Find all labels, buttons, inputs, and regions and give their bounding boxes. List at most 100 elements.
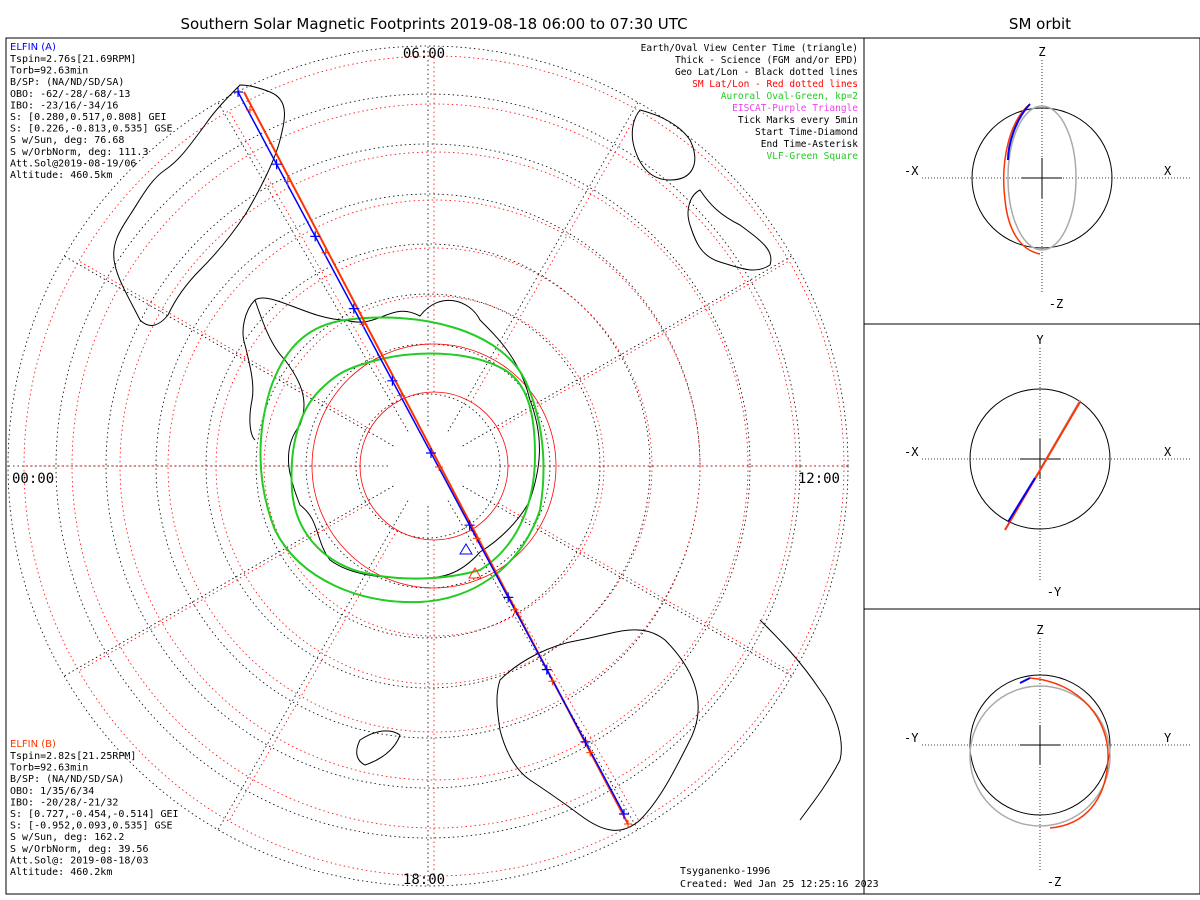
elfin-a-tick-mark xyxy=(464,520,475,531)
elfin-a-info: ELFIN (A) Tspin=2.76s[21.69RPM]Torb=92.6… xyxy=(10,42,173,181)
orbit-axis-label-top: Y xyxy=(1036,333,1044,347)
elfin-b-lines: Tspin=2.82s[21.25RPM]Torb=92.63minB/SP: … xyxy=(10,751,179,878)
info-line: Tspin=2.76s[21.69RPM] xyxy=(10,54,136,65)
info-line: S: [0.727,-0.454,-0.514] GEI xyxy=(10,809,179,820)
info-line: B/SP: (NA/ND/SD/SA) xyxy=(10,774,124,785)
info-line: Altitude: 460.2km xyxy=(10,867,112,878)
info-line: S: [0.280,0.517,0.808] GEI xyxy=(10,112,167,123)
info-line: B/SP: (NA/ND/SD/SA) xyxy=(10,77,124,88)
geo-latitude-circle xyxy=(7,45,849,887)
mlt-label-right: 12:00 xyxy=(798,471,840,487)
info-line: S w/OrbNorm, deg: 111.3 xyxy=(10,147,148,158)
info-line: Tspin=2.82s[21.25RPM] xyxy=(10,751,136,762)
orbit-elfin-b xyxy=(1002,103,1041,255)
legend-entry: Geo Lat/Lon - Black dotted lines xyxy=(675,67,858,78)
sm-longitude-line xyxy=(470,529,640,822)
orbit-elfin-a xyxy=(1019,677,1031,684)
info-line: Att.Sol@2019-08-19/06 xyxy=(10,158,136,169)
orbit-axis-label-left: -Y xyxy=(904,731,919,745)
elfin-b-info: ELFIN (B) Tspin=2.82s[21.25RPM]Torb=92.6… xyxy=(10,739,179,878)
info-line: S: [0.226,-0.813,0.535] GSE xyxy=(10,124,173,135)
legend-entry: SM Lat/Lon - Red dotted lines xyxy=(692,79,858,90)
info-line: S w/OrbNorm, deg: 39.56 xyxy=(10,844,148,855)
elfin-a-tick-mark xyxy=(541,664,552,675)
sm-latitude-circle xyxy=(167,199,701,733)
info-line: IBO: -23/16/-34/16 xyxy=(10,100,118,111)
sm-longitude-line xyxy=(78,260,371,430)
coastlines xyxy=(113,84,842,831)
sm-longitude-line xyxy=(470,110,640,403)
sm-latitude-circle xyxy=(311,343,557,589)
sm-latitude-circle xyxy=(215,247,653,685)
elfin-a-tick-mark xyxy=(580,736,591,747)
legend-entry: Thick - Science (FGM and/or EPD) xyxy=(675,55,858,66)
orbit-axis-label-top: Z xyxy=(1036,623,1043,637)
orbit-elfin-a xyxy=(1007,103,1031,161)
mlt-label-bottom: 18:00 xyxy=(403,872,445,888)
orbit-axis-label-right: X xyxy=(1164,164,1172,178)
elfin-b-name: ELFIN (B) xyxy=(10,739,56,750)
orbit-elfin-b xyxy=(1029,677,1109,829)
orbit-panel-1: Z -Z -X X xyxy=(904,45,1192,311)
orbit-title: SM orbit xyxy=(1009,15,1071,33)
orbit-panel-1-frame xyxy=(863,37,1200,325)
elfin-a-tick-mark xyxy=(233,87,243,97)
model-label: Tsyganenko-1996 xyxy=(680,866,770,877)
elfin-a-tick-mark xyxy=(348,303,359,314)
elfin-a-tick-mark xyxy=(503,592,514,603)
geo-latitude-circle xyxy=(55,93,801,839)
elfin-a-view-center-triangle xyxy=(459,543,473,555)
elfin-b-tick-mark xyxy=(510,605,519,614)
geo-longitude-line xyxy=(462,255,792,447)
legend-entry: VLF-Green Square xyxy=(766,151,858,162)
info-line: S w/Sun, deg: 76.68 xyxy=(10,135,124,146)
elfin-b-tick-mark xyxy=(246,106,254,114)
geo-longitude-line xyxy=(447,102,639,432)
elfin-b-tick-mark xyxy=(586,748,595,757)
elfin-a-tick-mark xyxy=(387,375,398,386)
coastline-africa-lower xyxy=(631,109,696,181)
auroral-oval-inner xyxy=(290,352,537,580)
coastline-new-zealand xyxy=(356,730,401,766)
legend-entry: Auroral Oval-Green, kp=2 xyxy=(721,91,858,102)
geo-latitude-circle xyxy=(105,143,751,789)
sm-longitude-line xyxy=(497,260,790,430)
orbit-panel-2-frame xyxy=(863,323,1200,610)
info-line: Torb=92.63min xyxy=(10,763,88,774)
elfin-a-tick-mark xyxy=(619,809,629,819)
elfin-b-tick-mark xyxy=(283,177,292,186)
elfin-b-view-center-triangle xyxy=(468,567,482,579)
elfin-a-tick-mark xyxy=(310,231,321,242)
orbit-axis-label-right: X xyxy=(1164,445,1172,459)
geo-longitude-line xyxy=(64,255,394,447)
orbit-gray-path xyxy=(1007,105,1077,251)
sm-longitude-line xyxy=(497,502,790,672)
legend: Earth/Oval View Center Time (triangle)Th… xyxy=(641,43,859,162)
info-line: S w/Sun, deg: 162.2 xyxy=(10,832,124,843)
chart-title: Southern Solar Magnetic Footprints 2019-… xyxy=(180,15,687,33)
orbit-axis-label-bottom: -Y xyxy=(1047,585,1062,599)
elfin-b-tick-mark xyxy=(397,391,406,400)
elfin-b-tick-mark xyxy=(435,463,443,471)
elfin-a-lines: Tspin=2.76s[21.69RPM]Torb=92.63minB/SP: … xyxy=(10,54,173,181)
orbit-elfin-a xyxy=(1007,477,1036,523)
legend-entry: End Time-Asterisk xyxy=(761,139,859,150)
info-line: IBO: -20/28/-21/32 xyxy=(10,797,118,808)
auroral-oval-outer xyxy=(259,316,545,604)
geo-longitude-line xyxy=(462,485,792,677)
geo-latitude-circle xyxy=(255,293,601,639)
orbit-axis-label-left: -X xyxy=(904,164,919,178)
legend-entry: Start Time-Diamond xyxy=(755,127,858,138)
info-line: Altitude: 460.5km xyxy=(10,170,112,181)
legend-entry: Earth/Oval View Center Time (triangle) xyxy=(641,43,858,54)
elfin-b-tick-mark xyxy=(359,320,368,329)
elfin-b-tick-mark xyxy=(321,248,330,257)
orbit-axis-label-top: Z xyxy=(1038,45,1045,59)
orbit-panels: Z -Z -X X Y -Y -X X Z -Z -Y Y xyxy=(904,45,1192,889)
geo-longitude-line xyxy=(217,500,409,830)
sm-latitude-circle xyxy=(23,55,845,877)
orbit-axis-label-right: Y xyxy=(1164,731,1172,745)
elfin-a-tick-mark xyxy=(271,159,282,170)
legend-entry: EISCAT-Purple Triangle xyxy=(732,103,858,114)
elfin-b-tick-mark xyxy=(548,677,557,686)
